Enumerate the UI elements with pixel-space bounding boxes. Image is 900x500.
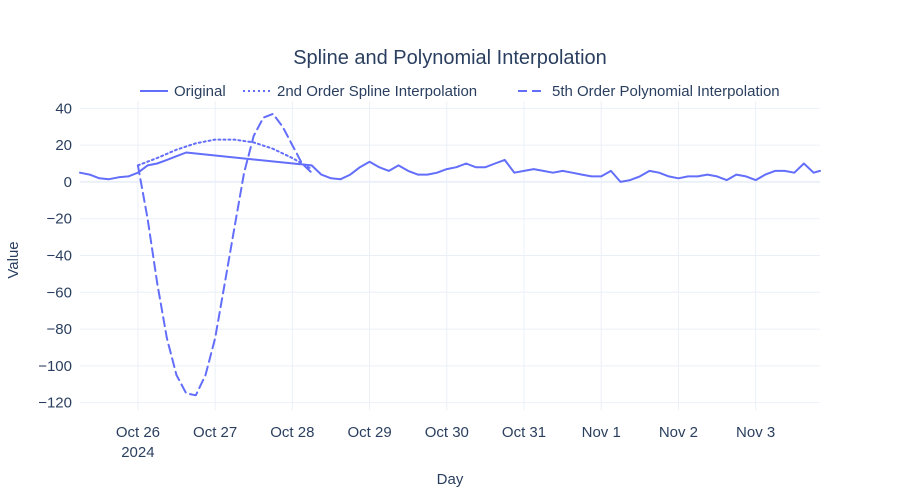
chart-title: Spline and Polynomial Interpolation	[293, 47, 607, 69]
y-tick-label: 0	[64, 174, 72, 191]
y-axis-ticks: 40 20 0 −20 −40 −60 −80 −100 −120	[38, 100, 72, 411]
y-tick-label: −120	[38, 395, 72, 412]
legend-label-2: 2nd Order Spline Interpolation	[277, 83, 477, 100]
y-tick-label: −100	[38, 358, 72, 375]
y-tick-label: −80	[47, 321, 72, 338]
x-tick-sublabel: 2024	[121, 444, 154, 461]
legend-label-3: 5th Order Polynomial Interpolation	[552, 83, 780, 100]
grid	[80, 101, 820, 410]
y-axis-title: Value	[5, 241, 22, 278]
x-axis-title: Day	[437, 471, 464, 488]
x-tick-label: Oct 26	[116, 424, 160, 441]
x-tick-label: Oct 31	[502, 424, 546, 441]
legend: Original 2nd Order Spline Interpolation 5t…	[140, 83, 780, 100]
x-tick-label: Oct 27	[193, 424, 237, 441]
x-tick-label: Nov 2	[659, 424, 698, 441]
x-axis-ticks: Oct 26 2024 Oct 27 Oct 28 Oct 29 Oct 30 Oct 31…	[116, 424, 775, 461]
y-tick-label: −60	[47, 284, 72, 301]
series-line-3	[136, 112, 313, 397]
series-line-1	[79, 151, 821, 183]
x-tick-label: Oct 30	[425, 424, 469, 441]
x-tick-label: Nov 1	[582, 424, 621, 441]
series-group	[79, 112, 821, 397]
x-tick-label: Oct 28	[270, 424, 314, 441]
y-tick-label: 20	[55, 137, 72, 154]
y-tick-label: −40	[47, 248, 72, 265]
series-line-2	[136, 138, 313, 171]
legend-label-1: Original	[174, 83, 226, 100]
x-tick-label: Oct 29	[347, 424, 391, 441]
x-tick-label: Nov 3	[736, 424, 775, 441]
y-tick-label: 40	[55, 100, 72, 117]
y-tick-label: −20	[47, 211, 72, 228]
